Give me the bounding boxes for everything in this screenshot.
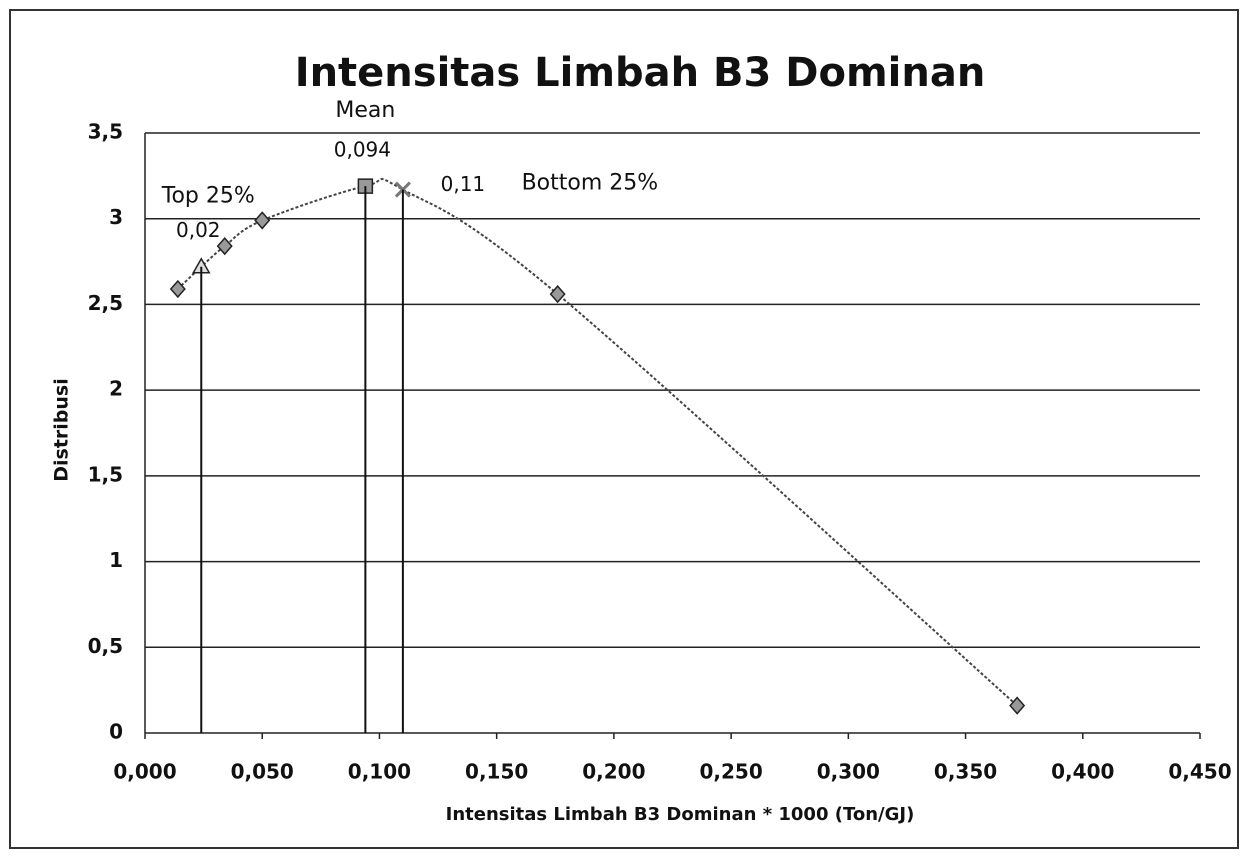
y-tick-label: 1 xyxy=(109,548,123,572)
marker xyxy=(169,279,186,299)
y-tick-label: 0 xyxy=(109,720,123,744)
y-tick-label: 0,5 xyxy=(88,634,123,658)
marker xyxy=(394,181,411,198)
reference-label: Bottom 25% xyxy=(522,171,659,196)
marker xyxy=(216,237,233,256)
x-tick-label: 0,300 xyxy=(817,760,880,784)
data-label: 0,094 xyxy=(334,138,391,162)
series-line xyxy=(177,178,1018,707)
y-tick-label: 2,5 xyxy=(88,291,123,315)
chart-border xyxy=(9,9,1239,849)
y-tick-label: 3,5 xyxy=(88,120,123,144)
y-tick-label: 3 xyxy=(109,205,123,229)
reference-label: Top 25% xyxy=(161,184,255,209)
x-tick-label: 0,150 xyxy=(465,760,528,784)
x-tick-label: 0,200 xyxy=(582,760,645,784)
x-tick-label: 0,100 xyxy=(348,760,411,784)
x-tick-label: 0,000 xyxy=(113,760,176,784)
y-tick-label: 2 xyxy=(109,377,123,401)
chart-title: Intensitas Limbah B3 Dominan xyxy=(295,50,986,96)
data-label: 0,02 xyxy=(176,218,221,242)
reference-label: Mean xyxy=(335,98,395,123)
x-tick-label: 0,400 xyxy=(1051,760,1114,784)
marker xyxy=(549,285,566,304)
x-tick-label: 0,350 xyxy=(934,760,997,784)
marker xyxy=(254,211,271,230)
data-label: 0,11 xyxy=(441,172,486,196)
x-tick-label: 0,450 xyxy=(1168,760,1231,784)
y-tick-label: 1,5 xyxy=(88,462,123,486)
x-tick-label: 0,050 xyxy=(231,760,294,784)
x-axis-label: Intensitas Limbah B3 Dominan * 1000 (Ton… xyxy=(446,804,915,825)
x-tick-label: 0,250 xyxy=(699,760,762,784)
y-axis-label: Distribusi xyxy=(51,378,73,482)
marker xyxy=(1009,696,1026,715)
